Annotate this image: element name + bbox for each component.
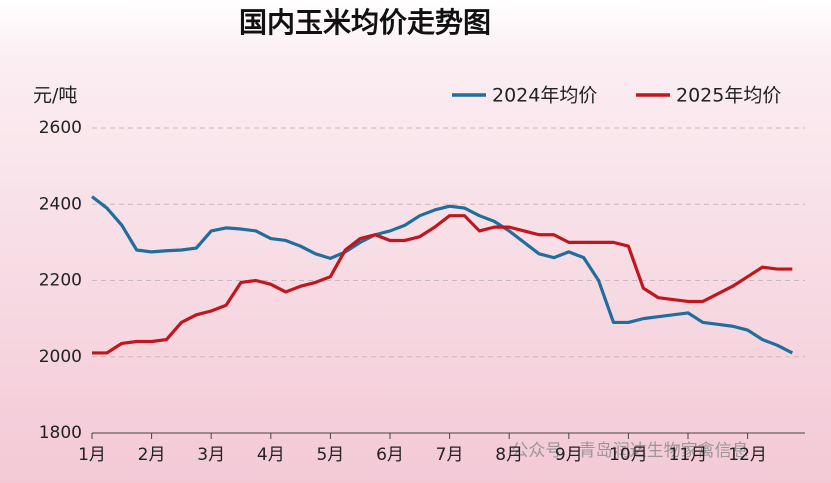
y-tick-label: 2400 [39, 194, 82, 214]
y-tick-label: 2000 [39, 347, 82, 367]
legend-label: 2024年均价 [492, 85, 597, 107]
x-tick-label: 3月 [197, 445, 225, 465]
chart-title: 国内玉米均价走势图 [239, 6, 491, 39]
y-tick-label: 2600 [39, 118, 82, 138]
x-tick-label: 4月 [257, 445, 285, 465]
line-series [91, 195, 794, 355]
x-tick-label: 2月 [138, 445, 166, 465]
x-tick-label: 5月 [316, 445, 344, 465]
watermark: 公众号 · 青岛润达生物家禽信息 [511, 441, 748, 461]
x-tick-label: 6月 [376, 445, 404, 465]
x-tick-label: 1月 [78, 445, 106, 465]
x-tick-label: 7月 [436, 445, 464, 465]
y-tick-label: 2200 [39, 271, 82, 291]
x-tick-label: 8月 [495, 445, 523, 465]
x-tick-label: 9月 [555, 445, 583, 465]
x-tick-label: 11月 [669, 445, 708, 465]
y-tick-label: 1800 [39, 423, 82, 443]
x-tick-label: 10月 [609, 445, 648, 465]
x-tick-label: 12月 [728, 445, 767, 465]
line-series [92, 214, 793, 355]
y-axis-label: 元/吨 [33, 85, 77, 107]
legend-label: 2025年均价 [676, 85, 781, 107]
